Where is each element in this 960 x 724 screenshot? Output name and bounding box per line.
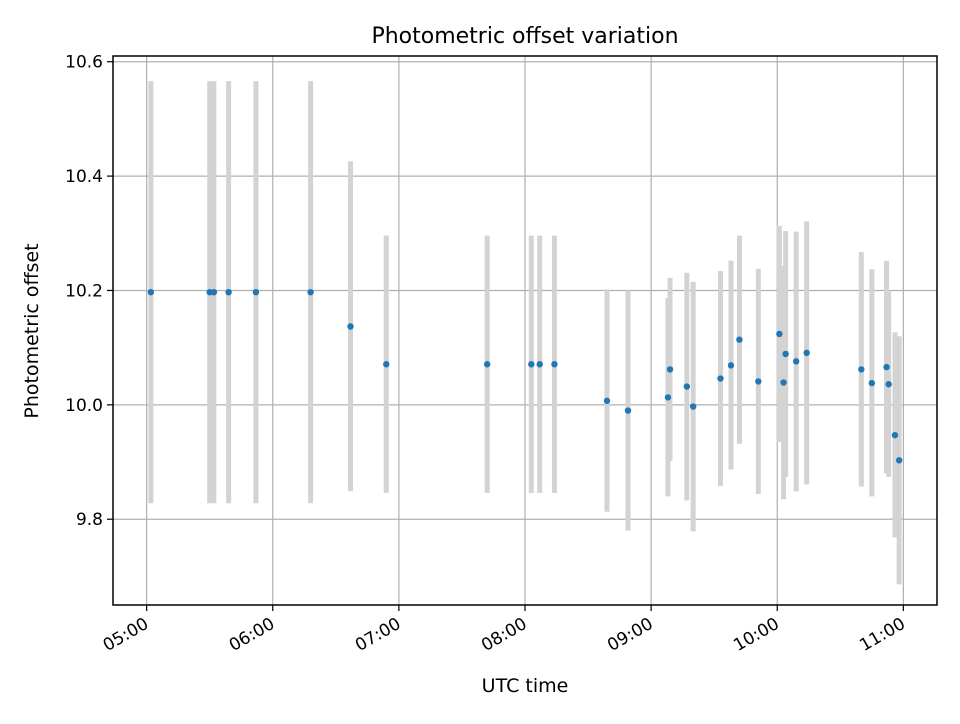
data-point	[689, 403, 697, 410]
y-axis-label: Photometric offset	[21, 243, 43, 418]
data-point	[776, 330, 783, 338]
data-point	[782, 350, 789, 358]
data-point	[225, 288, 232, 296]
data-point	[792, 358, 800, 365]
x-axis-label: UTC time	[482, 675, 569, 697]
data-point	[885, 381, 892, 388]
data-point	[666, 366, 674, 373]
data-point	[307, 288, 314, 296]
data-point	[780, 379, 787, 386]
data-point	[147, 288, 155, 296]
chart-title: Photometric offset variation	[371, 24, 678, 49]
data-point	[664, 394, 672, 401]
data-point	[868, 379, 876, 387]
data-point	[210, 288, 218, 296]
y-tick-label: 10.6	[65, 53, 103, 73]
data-point	[803, 349, 810, 357]
data-point	[717, 375, 724, 382]
data-point	[727, 362, 735, 369]
data-point	[736, 336, 743, 343]
data-point	[895, 457, 903, 464]
data-point	[891, 431, 899, 439]
data-point	[883, 363, 890, 371]
data-points	[147, 288, 903, 464]
y-tick-label: 10.0	[65, 396, 103, 416]
data-point	[624, 407, 632, 414]
data-point	[536, 361, 543, 368]
y-tick-label: 10.4	[65, 167, 103, 187]
data-point	[551, 361, 558, 368]
data-point	[528, 361, 535, 368]
data-point	[383, 361, 390, 368]
data-point	[483, 361, 491, 368]
data-point	[603, 397, 611, 405]
y-tick-label: 10.2	[65, 281, 103, 301]
data-point	[755, 378, 762, 385]
data-point	[683, 383, 691, 390]
y-axis: 9.8 10.0 10.2 10.4 10.6	[65, 53, 113, 530]
data-point	[252, 288, 260, 296]
data-point	[858, 366, 865, 373]
data-point	[347, 323, 354, 330]
y-tick-label: 9.8	[76, 510, 103, 530]
